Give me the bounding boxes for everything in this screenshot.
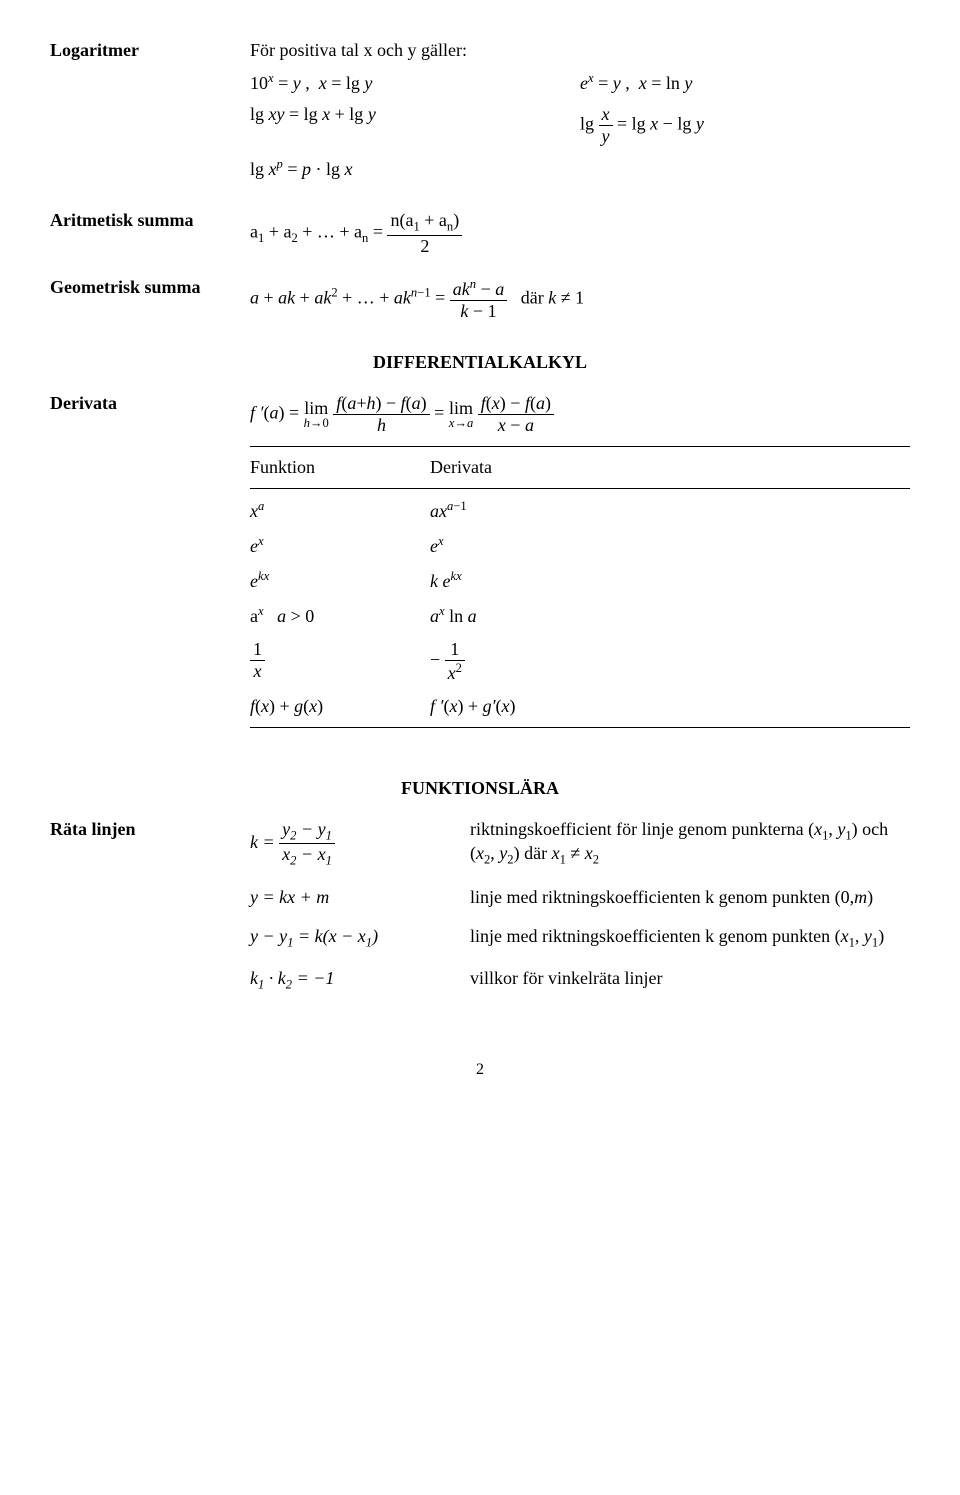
table-cell-func: ax a > 0 [250, 604, 430, 627]
table-cell-deriv: axa−1 [430, 499, 630, 522]
derivata-label: Derivata [50, 393, 250, 748]
table-cell-func: ex [250, 534, 430, 557]
r3-rhs: linje med riktningskoefficienten k genom… [470, 926, 910, 951]
rata-linjen-section: Räta linjen k = y2 − y1x2 − x1 riktnings… [50, 819, 910, 1011]
logaritmer-content: För positiva tal x och y gäller: 10x = y… [250, 40, 910, 190]
logaritmer-label: Logaritmer [50, 40, 250, 190]
table-row: xaaxa−1 [250, 493, 910, 528]
table-row: exex [250, 528, 910, 563]
table-row: ax a > 0ax ln a [250, 598, 910, 633]
log-eq2a: lg xy = lg x + lg y [250, 104, 580, 147]
table-cell-func: 1x [250, 639, 430, 684]
r2-lhs: y = kx + m [250, 887, 470, 908]
table-cell-func: xa [250, 499, 430, 522]
table-row: f(x) + g(x)f ′(x) + g′(x) [250, 690, 910, 723]
table-row: ekxk ekx [250, 563, 910, 598]
table-cell-deriv: f ′(x) + g′(x) [430, 696, 630, 717]
r4-rhs: villkor för vinkelräta linjer [470, 968, 910, 993]
table-cell-deriv: − 1x2 [430, 639, 630, 684]
page-number: 2 [50, 1061, 910, 1079]
table-cell-func: ekx [250, 569, 430, 592]
funk-title: FUNKTIONSLÄRA [50, 778, 910, 799]
derivata-section: Derivata f ′(a) = limh→0 f(a+h) − f(a)h … [50, 393, 910, 748]
logaritmer-intro: För positiva tal x och y gäller: [250, 40, 910, 61]
rata-content: k = y2 − y1x2 − x1 riktningskoefficient … [250, 819, 910, 1011]
table-cell-func: f(x) + g(x) [250, 696, 430, 717]
table-cell-deriv: k ekx [430, 569, 630, 592]
r3-lhs: y − y1 = k(x − x1) [250, 926, 470, 951]
table-h2: Derivata [430, 457, 630, 478]
derivata-table: Funktion Derivata xaaxa−1exexekxk ekxax … [250, 446, 910, 728]
diff-title: DIFFERENTIALKALKYL [50, 352, 910, 373]
log-eq2b: lg xy = lg x − lg y [580, 104, 910, 147]
r1-rhs: riktningskoefficient för linje genom pun… [470, 819, 910, 869]
geometrisk-section: Geometrisk summa a + ak + ak2 + … + akn−… [50, 277, 910, 322]
table-h1: Funktion [250, 457, 430, 478]
log-eq3: lg xp = p · lg x [250, 157, 910, 180]
derivata-content: f ′(a) = limh→0 f(a+h) − f(a)h = limx→a … [250, 393, 910, 748]
logaritmer-section: Logaritmer För positiva tal x och y gäll… [50, 40, 910, 190]
rata-label: Räta linjen [50, 819, 250, 1011]
r2-rhs: linje med riktningskoefficienten k genom… [470, 887, 910, 908]
aritmetisk-label: Aritmetisk summa [50, 210, 250, 257]
log-eq1a: 10x = y , x = lg y [250, 71, 580, 94]
table-cell-deriv: ex [430, 534, 630, 557]
geometrisk-label: Geometrisk summa [50, 277, 250, 322]
log-eq1b: ex = y , x = ln y [580, 71, 910, 94]
table-cell-deriv: ax ln a [430, 604, 630, 627]
aritmetisk-section: Aritmetisk summa a1 + a2 + … + an = n(a1… [50, 210, 910, 257]
table-row: 1x− 1x2 [250, 633, 910, 690]
r4-lhs: k1 · k2 = −1 [250, 968, 470, 993]
derivata-eq: f ′(a) = limh→0 f(a+h) − f(a)h = limx→a … [250, 393, 910, 436]
r1-lhs: k = y2 − y1x2 − x1 [250, 819, 470, 869]
aritmetisk-eq: a1 + a2 + … + an = n(a1 + an)2 [250, 210, 910, 257]
geometrisk-eq: a + ak + ak2 + … + akn−1 = akn − ak − 1 … [250, 277, 910, 322]
